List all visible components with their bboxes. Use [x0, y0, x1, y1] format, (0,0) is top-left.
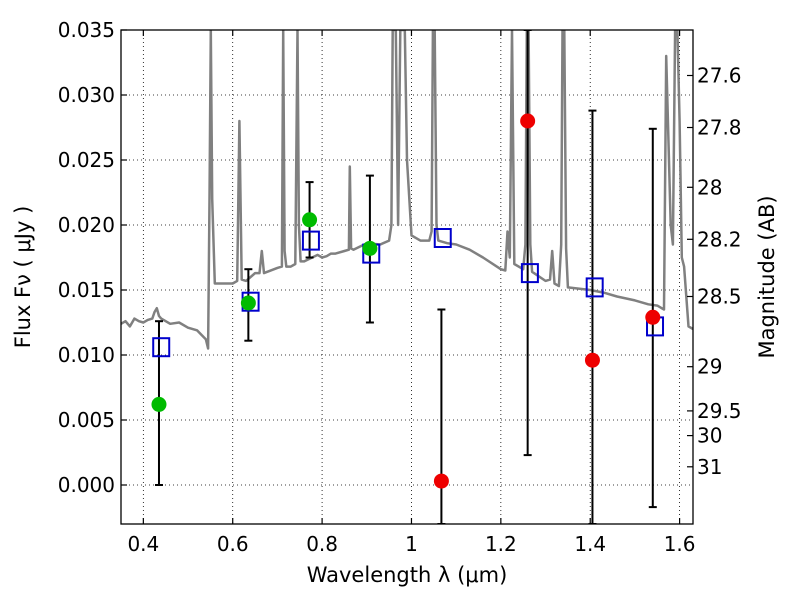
x-axis-ticks: 0.4 0.6 0.8 1 1.2 1.4 1.6: [127, 30, 696, 556]
y-tick-label: 0.020: [58, 213, 115, 237]
y2-axis-ticks: 27.6 27.8 28 28.2 28.5 29 29.530 31: [687, 64, 742, 479]
y-tick-label: 0.025: [58, 148, 115, 172]
y2-tick-label: 27.6: [697, 64, 742, 88]
observed-flux-point-red: [520, 113, 536, 129]
y-tick-label: 0.005: [58, 408, 115, 432]
x-tick-label: 0.8: [306, 532, 338, 556]
y-axis-ticks: 0.000 0.005 0.010 0.015 0.020 0.025 0.030 0.035: [58, 18, 127, 497]
y-tick-label: 0.015: [58, 278, 115, 302]
observed-flux-point-green: [302, 212, 318, 228]
y-tick-label: 0.035: [58, 18, 115, 42]
x-tick-label: 0.6: [217, 532, 249, 556]
model-photometry-marker: [301, 230, 320, 251]
model-photometry-marker: [433, 228, 452, 248]
y2-tick-label: 31: [697, 455, 722, 479]
model-markers: [152, 228, 665, 358]
x-tick-label: 1.2: [485, 532, 517, 556]
y2-axis-title: Magnitude (AB): [755, 195, 779, 358]
y-axis-title: Flux Fν ( μJy ): [11, 206, 35, 349]
observed-flux-point-green: [240, 295, 256, 311]
x-tick-label: 1: [405, 532, 418, 556]
spectrum-layer: [121, 30, 693, 350]
model-photometry-marker: [520, 263, 539, 284]
y2-tick-label: 27.8: [697, 116, 742, 140]
observed-flux-point-red: [433, 473, 449, 489]
x-axis-title: Wavelength λ (μm): [307, 563, 508, 587]
y2-tick-label: 28.2: [697, 227, 742, 251]
model-photometry-marker: [152, 337, 171, 358]
observed-flux-point-red: [645, 309, 661, 325]
model-photometry-marker: [585, 277, 604, 298]
y2-tick-label: 29.5: [697, 399, 742, 423]
observed-flux-point-green: [151, 396, 167, 412]
x-tick-label: 0.4: [127, 532, 159, 556]
observed-flux-point-red: [584, 352, 600, 368]
model-spectrum-line: [121, 30, 693, 350]
x-tick-label: 1.6: [664, 532, 696, 556]
observed-markers: [151, 113, 661, 489]
y2-tick-label: 28.5: [697, 285, 742, 309]
y2-tick-label: 29: [697, 355, 722, 379]
y-tick-label: 0.000: [58, 473, 115, 497]
observed-flux-point-green: [362, 240, 378, 256]
plot-frame: [120, 29, 694, 525]
y-tick-label: 0.010: [58, 343, 115, 367]
y-tick-label: 0.030: [58, 83, 115, 107]
x-tick-label: 1.4: [574, 532, 606, 556]
y2-tick-label: 30: [697, 424, 722, 448]
y2-tick-label: 28: [697, 175, 722, 199]
